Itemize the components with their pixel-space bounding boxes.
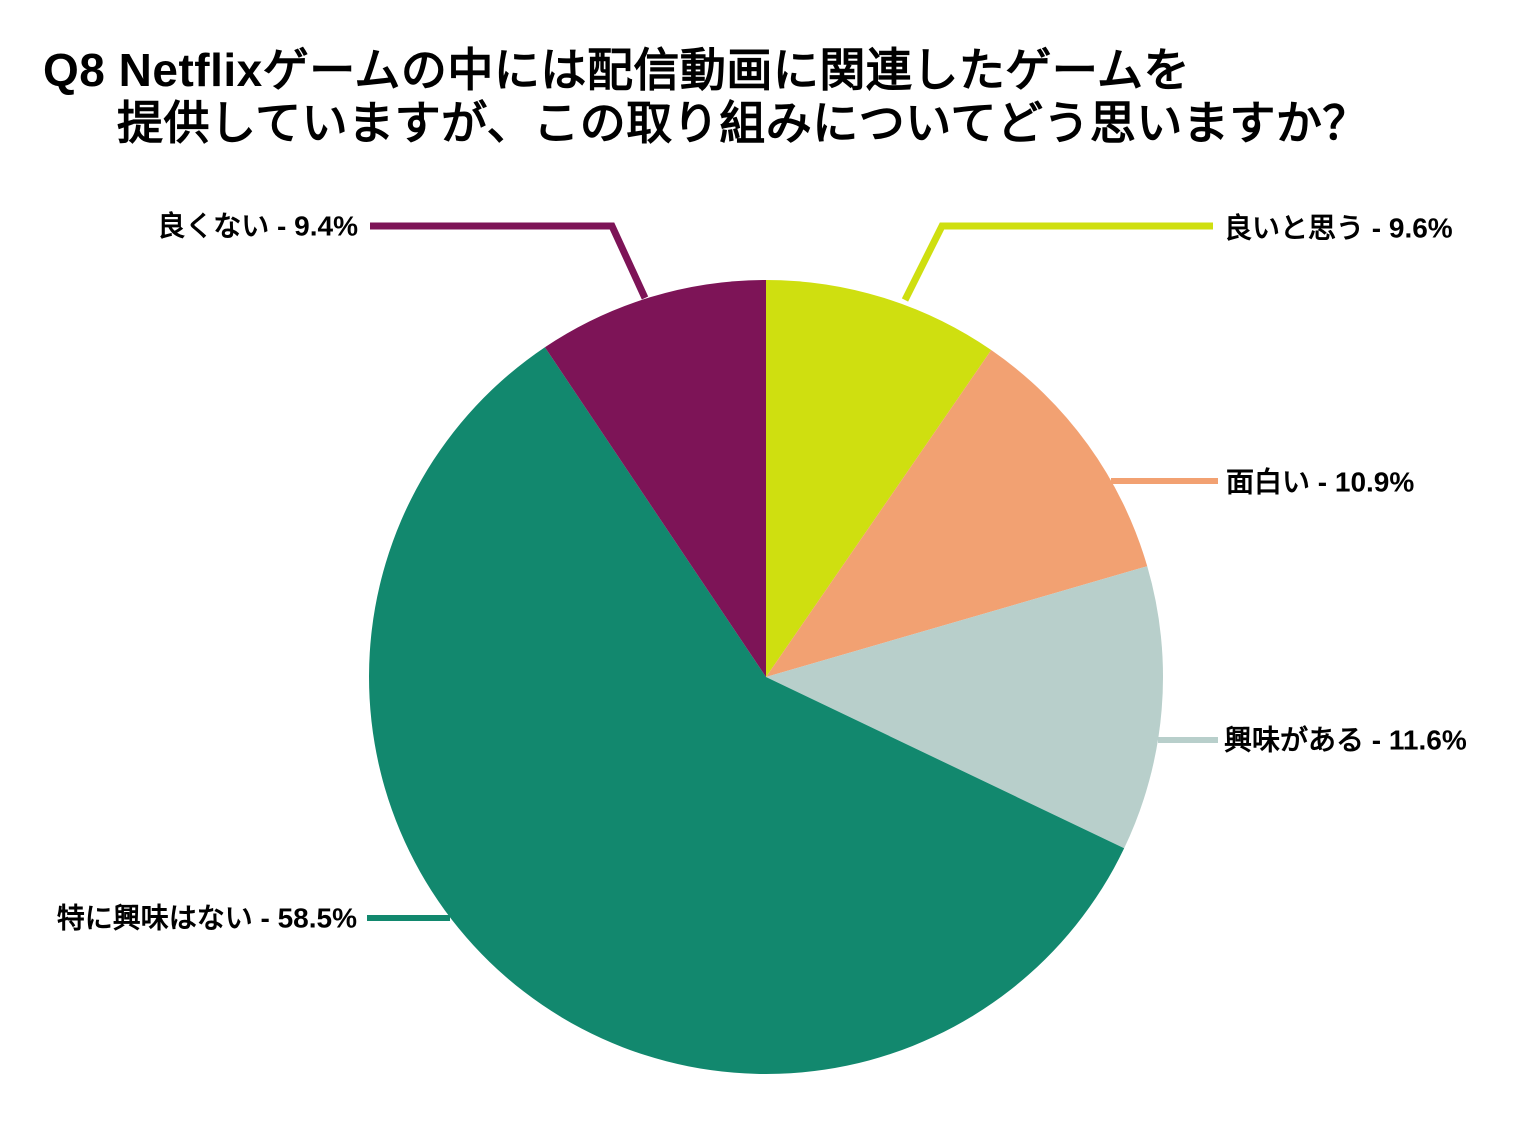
pie-slice-1 (766, 350, 1148, 677)
chart-title-line2: 提供していますが、この取り組みについてどう思いますか？ (117, 97, 1369, 149)
leader-line-positive (901, 222, 1213, 302)
pie-slice-3 (369, 347, 1125, 1074)
pie-slice-0 (766, 280, 992, 677)
leader-lines (367, 222, 1218, 921)
slice-label-interesting: 面白い - 10.9% (1226, 466, 1414, 498)
chart-title-line1: Q8 Netflixゲームの中には配信動画に関連したゲームを (43, 44, 1190, 96)
pie-slice-4 (544, 280, 766, 677)
slice-label-negative: 良くない - 9.4% (157, 210, 358, 242)
slice-label-curious: 興味がある - 11.6% (1224, 724, 1467, 756)
slice-label-positive: 良いと思う - 9.6% (1224, 212, 1453, 244)
pie-slices (369, 280, 1164, 1074)
slice-label-not-interested: 特に興味はない - 58.5% (57, 903, 357, 934)
chart-title: Q8 Netflixゲームの中には配信動画に関連したゲームを 提供していますが、… (43, 44, 1369, 150)
pie-slice-2 (766, 566, 1164, 849)
leader-line-negative (370, 222, 649, 300)
slice-labels: 良いと思う - 9.6% 面白い - 10.9% 興味がある - 11.6% 特… (57, 210, 1467, 934)
